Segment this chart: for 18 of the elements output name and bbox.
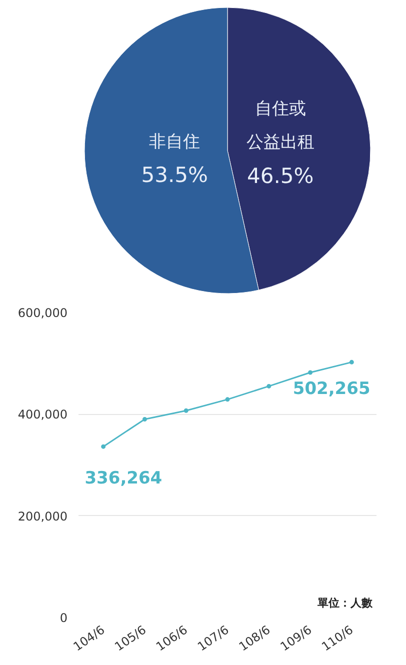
y-tick-label: 200,000 xyxy=(18,509,68,524)
data-label: 46.5% xyxy=(247,164,314,188)
point xyxy=(184,408,188,413)
point xyxy=(349,360,354,364)
y-tick-label: 400,000 xyxy=(18,408,68,422)
point xyxy=(308,370,313,375)
annotation: 單位：人數 xyxy=(316,596,374,610)
data-label: 502,265 xyxy=(292,379,370,400)
data-label: 53.5% xyxy=(141,163,208,188)
slice-label: 非自住 xyxy=(149,132,200,152)
y-tick-label: 0 xyxy=(60,611,68,625)
point xyxy=(142,417,147,422)
y-tick-label: 600,000 xyxy=(18,306,68,320)
slice-label: 自住或公益出租 xyxy=(246,99,314,153)
point xyxy=(225,397,230,402)
data-label: 336,264 xyxy=(84,468,162,489)
point xyxy=(101,444,106,449)
point xyxy=(266,384,272,388)
